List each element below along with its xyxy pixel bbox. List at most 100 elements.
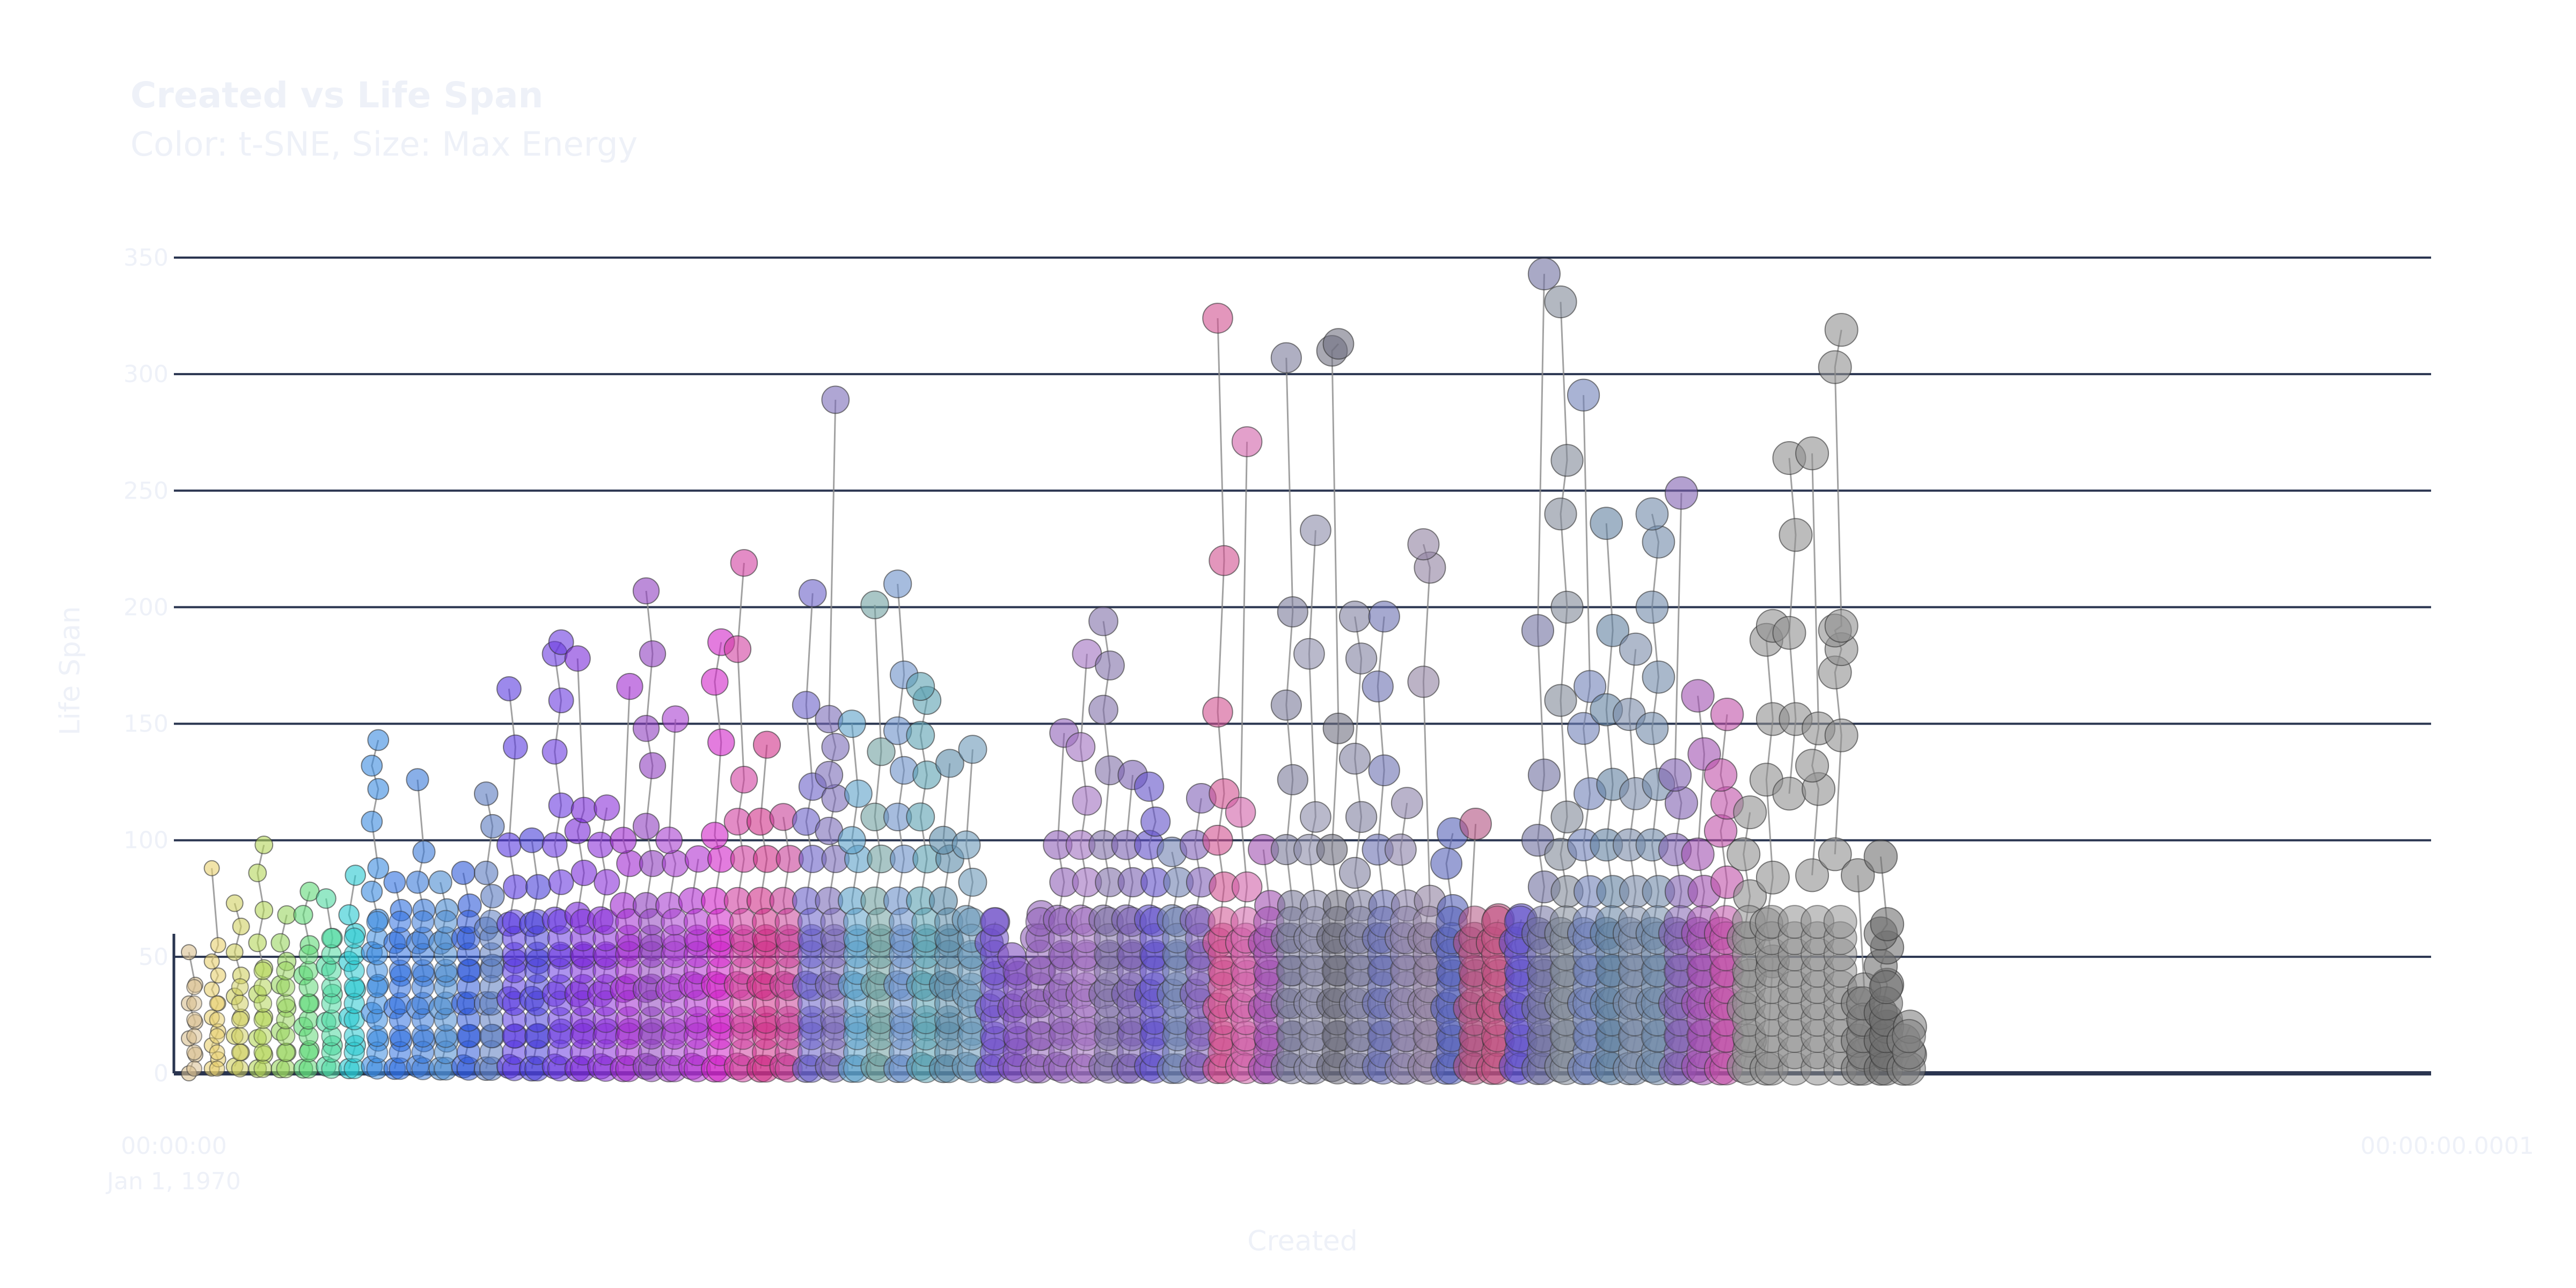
data-point [277, 905, 297, 925]
data-point [707, 728, 735, 757]
data-point [632, 813, 660, 840]
data-point [639, 640, 667, 668]
data-point [769, 803, 797, 831]
connector-line [1811, 453, 1820, 876]
data-point [632, 577, 660, 605]
data-point [1550, 590, 1584, 624]
data-point [798, 579, 827, 608]
y-tick-label-50: 50 [138, 943, 169, 971]
data-point [639, 752, 667, 779]
data-point [210, 937, 226, 954]
data-point [361, 810, 383, 833]
data-point [958, 867, 987, 897]
data-point [276, 1010, 296, 1030]
data-point [345, 865, 367, 886]
data-point [361, 755, 383, 777]
data-point [1710, 698, 1744, 731]
data-point [906, 802, 935, 832]
data-point [474, 781, 499, 806]
data-point [231, 978, 249, 996]
data-point [383, 870, 406, 894]
data-point [276, 993, 296, 1013]
data-point [232, 917, 250, 935]
data-point [570, 796, 597, 823]
data-point [564, 645, 591, 672]
data-point [1567, 712, 1600, 745]
data-point [701, 822, 729, 850]
data-point [209, 995, 225, 1012]
data-point [1824, 313, 1858, 347]
data-point [1681, 679, 1715, 713]
data-point [1635, 497, 1669, 531]
data-point [253, 1027, 273, 1045]
data-point [503, 874, 528, 899]
y-tick-label-150: 150 [123, 711, 169, 738]
data-point [321, 927, 342, 949]
data-point [1072, 786, 1102, 816]
data-point [406, 768, 429, 792]
data-point [610, 826, 637, 854]
data-point [1795, 436, 1829, 471]
data-point [496, 676, 522, 701]
data-point [480, 884, 505, 909]
data-point [367, 857, 390, 880]
data-point [276, 1059, 296, 1079]
data-point [1681, 837, 1715, 872]
data-point [253, 961, 273, 980]
data-point [952, 830, 981, 860]
data-points [181, 257, 1927, 1086]
data-point [1869, 970, 1904, 1005]
data-point [1202, 697, 1233, 728]
data-point [276, 961, 296, 980]
data-point [1544, 285, 1577, 319]
data-point [480, 814, 505, 839]
data-point [270, 933, 290, 953]
data-point [1619, 632, 1652, 666]
data-point [253, 1043, 273, 1062]
data-point [570, 859, 597, 887]
data-point [815, 760, 844, 789]
data-point [1065, 732, 1096, 762]
data-point [792, 691, 821, 720]
data-point [1338, 743, 1371, 775]
data-point [632, 715, 660, 742]
data-point [1795, 749, 1829, 783]
data-point [411, 910, 435, 934]
data-point [1818, 350, 1852, 384]
data-point [1407, 665, 1440, 698]
data-point [860, 590, 889, 619]
data-point [838, 826, 866, 855]
data-point [1818, 837, 1852, 872]
data-point [367, 729, 390, 751]
y-tick-label-0: 0 [153, 1060, 169, 1087]
data-point [1824, 609, 1858, 643]
data-point [503, 734, 528, 760]
data-point [1231, 871, 1263, 903]
data-point [935, 749, 964, 778]
data-point [389, 910, 412, 933]
data-point [203, 860, 220, 876]
y-tick-label-350: 350 [123, 244, 169, 272]
data-point [248, 863, 267, 882]
data-point [231, 1011, 249, 1029]
data-point [1664, 786, 1699, 820]
data-point [1590, 507, 1623, 540]
data-point [730, 766, 758, 794]
data-point [730, 549, 758, 577]
data-point [541, 738, 568, 765]
data-point [1407, 528, 1440, 561]
data-point [844, 779, 873, 808]
data-point [1140, 806, 1171, 837]
data-point [186, 1060, 202, 1077]
data-point [186, 979, 202, 996]
data-point [958, 735, 987, 764]
data-point [1225, 796, 1256, 828]
data-point [231, 1059, 249, 1078]
data-point [1892, 1019, 1926, 1053]
data-point [209, 1044, 225, 1060]
connector-line [1834, 330, 1842, 854]
data-point [428, 870, 452, 895]
data-point [203, 953, 220, 970]
data-point [1277, 764, 1308, 795]
